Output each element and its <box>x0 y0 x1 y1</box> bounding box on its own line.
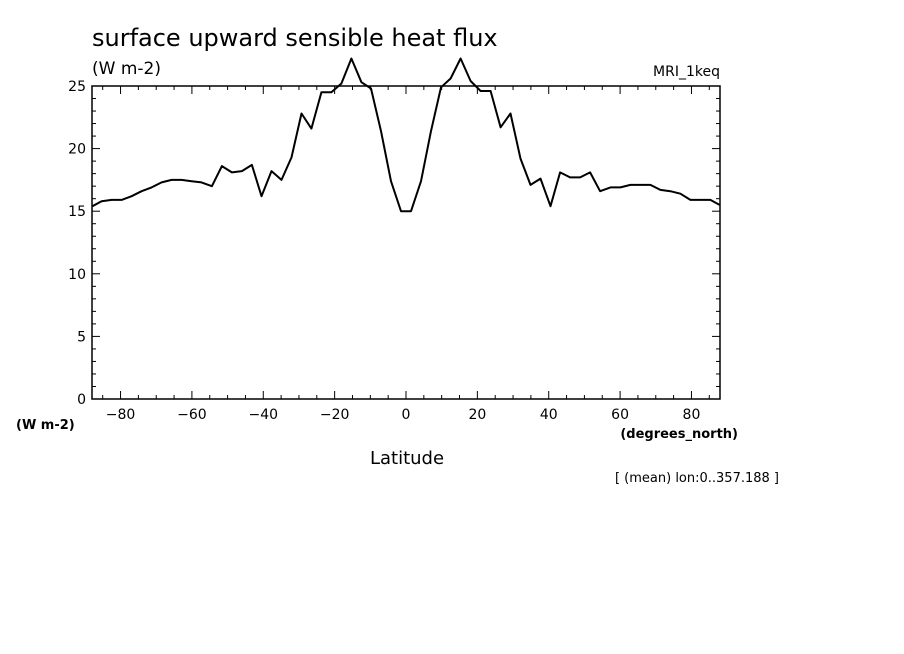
x-tick-label: −20 <box>320 407 350 423</box>
axis-tick-labels: −80 −60 −40 −20 0 20 40 60 80 0 5 10 15 20 25 <box>68 79 700 423</box>
axis-ticks <box>92 85 720 400</box>
x-tick-label: −80 <box>106 407 136 423</box>
x-tick-label: 60 <box>611 407 629 423</box>
y-axis-units: (W m-2) <box>16 418 75 433</box>
y-tick-label: 25 <box>68 79 86 95</box>
y-tick-label: 10 <box>68 267 86 283</box>
x-axis-units: (degrees_north) <box>620 427 738 442</box>
dataset-label: MRI_1keq <box>653 64 720 80</box>
y-tick-label: 5 <box>77 329 86 345</box>
x-tick-label: 40 <box>540 407 558 423</box>
x-tick-label: 80 <box>683 407 701 423</box>
plot-frame <box>91 85 721 400</box>
x-tick-label: 0 <box>402 407 411 423</box>
x-tick-label: −60 <box>177 407 207 423</box>
chart-title: surface upward sensible heat flux <box>92 24 498 52</box>
y-tick-label: 15 <box>68 204 86 220</box>
y-tick-label: 0 <box>77 392 86 408</box>
title-units: (W m-2) <box>92 59 161 79</box>
x-tick-label: 20 <box>468 407 486 423</box>
series-line <box>92 57 720 213</box>
x-tick-label: −40 <box>248 407 278 423</box>
x-axis-title: Latitude <box>370 448 444 469</box>
averaging-note: [ (mean) lon:0..357.188 ] <box>615 471 779 486</box>
y-tick-label: 20 <box>68 142 86 158</box>
